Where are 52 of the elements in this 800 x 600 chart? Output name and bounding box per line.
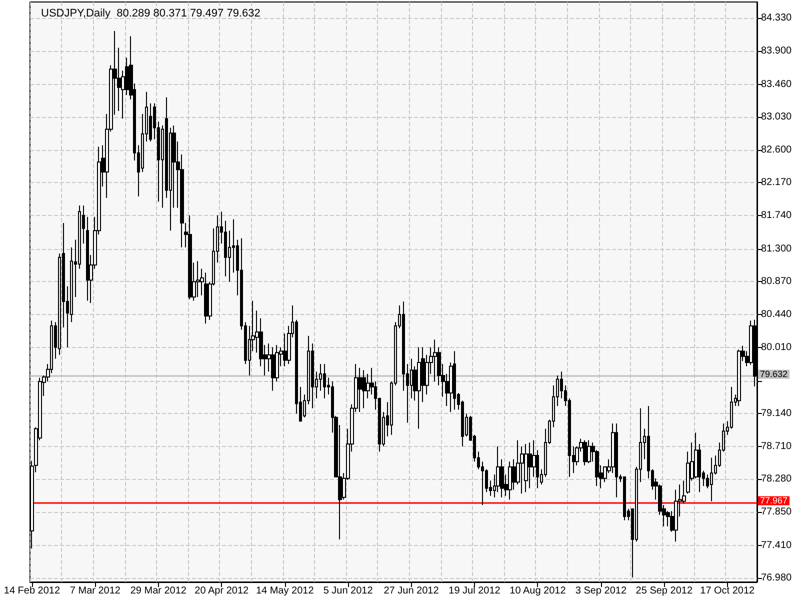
candlestick <box>417 346 421 430</box>
y-tick-label: 80.010 <box>761 342 792 353</box>
text: USDJPY,Daily 80.289 80.371 79.497 79.632 <box>41 8 260 20</box>
candlestick <box>453 350 456 410</box>
candlestick <box>737 349 741 406</box>
candlestick <box>615 422 618 498</box>
y-tick-label: 77.410 <box>761 540 792 551</box>
y-tick-label: 76.980 <box>761 572 792 584</box>
y-tick-label: 80.440 <box>761 308 792 320</box>
candlestick <box>710 457 713 502</box>
candlestick <box>587 440 591 464</box>
x-tick-label: 7 Mar 2012 <box>70 586 121 596</box>
candlestick <box>188 214 192 300</box>
y-tick-label: 83.460 <box>761 78 792 90</box>
candlestick <box>196 260 200 298</box>
x-tick-label: 17 Oct 2012 <box>700 586 756 596</box>
x-tick-label: 29 Mar 2012 <box>130 586 187 596</box>
y-tick-label: 78.710 <box>761 440 792 452</box>
candlestick <box>204 272 208 324</box>
x-tick-label: 5 Jun 2012 <box>323 586 374 596</box>
y-tick-label: 81.740 <box>761 210 792 221</box>
y-tick-label: 77.850 <box>761 506 792 518</box>
y-tick-label: 82.170 <box>761 177 792 188</box>
candlestick <box>528 442 532 489</box>
candlestick <box>86 216 89 302</box>
y-tick-label: 84.330 <box>761 12 792 24</box>
x-tick-label: 19 Jul 2012 <box>448 586 501 596</box>
x-tick-label: 14 May 2012 <box>256 586 314 596</box>
candlestick <box>524 444 528 493</box>
x-tick-label: 27 Jun 2012 <box>384 586 440 596</box>
candlestick <box>271 346 275 392</box>
y-tick-label: 79.140 <box>761 408 792 420</box>
ref-line-label: 77.967 <box>760 496 788 506</box>
x-tick-label: 14 Feb 2012 <box>4 586 60 596</box>
ref-line-label: 79.632 <box>760 369 788 380</box>
y-tick-label: 78.280 <box>761 474 792 485</box>
x-tick-label: 20 Apr 2012 <box>194 586 250 596</box>
candlestick <box>583 440 587 466</box>
x-tick-label: 10 Aug 2012 <box>510 586 566 596</box>
x-tick-label: 3 Sep 2012 <box>575 586 627 596</box>
y-tick-label: 83.030 <box>761 112 792 123</box>
candlestick <box>623 476 626 521</box>
candlestick <box>362 370 366 409</box>
y-tick-label: 82.600 <box>761 144 792 156</box>
candlestick <box>358 367 362 413</box>
candlestick <box>323 364 326 399</box>
y-tick-label: 81.300 <box>761 243 792 254</box>
candlestick <box>508 461 512 500</box>
x-tick-label: 25 Sep 2012 <box>636 586 693 596</box>
candlestick <box>433 339 437 382</box>
y-tick-label: 83.900 <box>761 45 792 56</box>
y-tick-label: 80.870 <box>761 276 792 288</box>
